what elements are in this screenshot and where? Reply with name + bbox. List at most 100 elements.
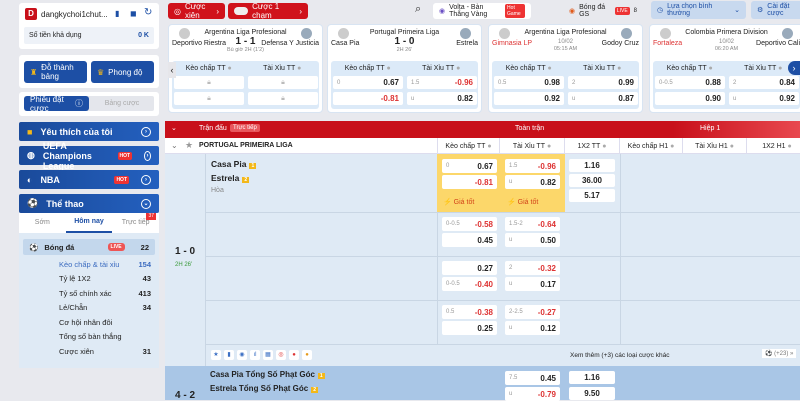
eye-icon[interactable]: ◉ — [237, 350, 247, 360]
odds-cell[interactable]: 0-0.5 0.88 — [655, 76, 725, 89]
one-click-toggle[interactable] — [234, 7, 249, 15]
odds-cell[interactable]: 1.5-2 -0.64 — [505, 217, 560, 231]
market-item[interactable]: Cược xiên 31 — [19, 344, 159, 359]
market-item[interactable]: Kèo chấp & tài xỉu 154 — [19, 257, 159, 272]
fire-icon[interactable]: ● — [289, 350, 299, 360]
star-icon[interactable]: ★ — [211, 350, 221, 360]
best-price-hl[interactable]: ⚡ Giá tốt — [443, 199, 475, 206]
stats-icon[interactable]: ıl — [250, 350, 260, 360]
tab-betslip[interactable]: Phiếu đặt cược ⓘ — [24, 95, 89, 113]
bet-settings-button[interactable]: ⚙ Cài đặt cược — [751, 1, 800, 19]
sidebar-item-nba[interactable]: ◐ NBA HOT › — [19, 170, 159, 189]
odds-cell[interactable]: u 0.50 — [505, 233, 560, 247]
odds-cell[interactable]: u 0.87 — [568, 92, 638, 105]
odds-cell[interactable]: u 0.82 — [505, 175, 560, 189]
sidebar-item-ucl[interactable]: ◍ UEFA Champions League HOT › — [19, 141, 159, 171]
line: u — [509, 325, 513, 331]
odds-cell[interactable]: 0.25 — [442, 321, 497, 335]
form-button[interactable]: ♛ Phong độ — [91, 61, 154, 83]
chat-icon[interactable]: ◼ — [130, 9, 137, 18]
info-icon: ● — [546, 142, 552, 150]
market-item[interactable]: Cơ hội nhân đôi — [19, 315, 159, 330]
odds-cell[interactable]: 2 -0.32 — [505, 261, 560, 275]
tab-live[interactable]: Trực tiếp 37 — [112, 213, 159, 233]
odds-cell[interactable]: 1.5 -0.96 — [407, 76, 477, 89]
odds-cell[interactable]: 2 0.99 — [568, 76, 638, 89]
corner-away[interactable]: Estrela Tổng Số Phạt Góc 2 — [210, 384, 319, 393]
more-bets-link[interactable]: Xem thêm (+3) các loại cược khác — [570, 352, 670, 359]
odds-cell[interactable]: 2-2.5 -0.27 — [505, 305, 560, 319]
odds-cell[interactable]: -0.81 — [333, 92, 403, 105]
match-card[interactable]: Argentina Liga Profesional Deportivo Rie… — [168, 24, 323, 113]
best-price-ou[interactable]: ⚡ Giá tốt — [507, 199, 539, 206]
odds-value[interactable]: -0.79 — [537, 389, 556, 399]
market-item[interactable]: Tổng số bàn thắng — [19, 330, 159, 345]
parlay-button[interactable]: ◎ Cược xiên › — [168, 2, 225, 20]
live-stream-icon[interactable]: ◎ — [276, 350, 286, 360]
tab-today[interactable]: Hôm nay — [65, 213, 113, 233]
odds-draw[interactable]: 5.17 — [569, 189, 615, 202]
odds-cell[interactable]: 0.5 -0.38 — [442, 305, 497, 319]
home-team[interactable]: Casa Pia 1 — [211, 159, 257, 169]
odds-cell[interactable]: u 0.92 — [729, 92, 799, 105]
odds-cell[interactable]: 0.92 — [494, 92, 564, 105]
odds-cell[interactable]: u 0.17 — [505, 277, 560, 291]
odds-home[interactable]: 1.16 — [569, 159, 615, 172]
odds-cell[interactable]: 1.5 -0.96 — [505, 159, 560, 173]
gs-link[interactable]: ◉ Bóng đá GS LIVE 8 — [563, 3, 643, 19]
match-card[interactable]: Colombia Primera Division Fortaleza Depo… — [649, 24, 800, 113]
one-click-button[interactable]: Cược 1 chạm › — [228, 2, 308, 20]
odds-value[interactable]: 0.45 — [540, 373, 556, 383]
market-item[interactable]: Tỷ lệ 1X2 43 — [19, 272, 159, 287]
odds-away[interactable]: 36.00 — [569, 174, 615, 187]
cup-icon[interactable]: ▮ — [224, 350, 234, 360]
corner-home[interactable]: Casa Pia Tổng Số Phạt Góc 1 — [210, 370, 325, 379]
star-icon[interactable]: ★ — [185, 140, 194, 150]
volta-link[interactable]: ◉ Volta - Bàn Thắng Vàng Hot Game — [433, 3, 531, 19]
odds-cell[interactable]: 2 0.84 — [729, 76, 799, 89]
odds-cell[interactable]: 0-0.5 -0.40 — [442, 277, 497, 291]
market-item[interactable]: Tỷ số chính xác 413 — [19, 286, 159, 301]
odds-cell[interactable]: 0.27 — [442, 261, 497, 275]
odds-cell[interactable]: u 0.82 — [407, 92, 477, 105]
odds-cell[interactable]: 0-0.5 -0.58 — [442, 217, 497, 231]
odds-cell[interactable]: 0 0.67 — [442, 159, 497, 173]
cards-prev-button[interactable]: ‹ — [168, 62, 176, 78]
odds-away[interactable]: 9.50 — [569, 387, 615, 400]
cards-next-button[interactable]: › — [788, 61, 800, 75]
book-icon[interactable]: ▮ — [115, 9, 120, 18]
match-card[interactable]: Argentina Liga Profesional Gimnasia LP G… — [488, 24, 643, 113]
odds-cell[interactable]: 0.45 — [442, 233, 497, 247]
live-badge: LIVE — [107, 243, 125, 251]
avatar: D — [25, 8, 37, 20]
odds-cell[interactable]: 0.5 0.98 — [494, 76, 564, 89]
leaderboard-button[interactable]: ♜ Đỗ thành bảng — [24, 61, 87, 83]
odds-cell[interactable]: u 0.12 — [505, 321, 560, 335]
refresh-icon[interactable]: ↻ — [144, 7, 153, 18]
volta-label: Volta - Bàn Thắng Vàng — [449, 4, 488, 18]
chevron-down-icon[interactable]: ⌄ — [171, 141, 178, 150]
league-name: PORTUGAL PRIMEIRA LIGA — [199, 142, 293, 149]
line: 2-2.5 — [509, 309, 523, 315]
odds-cell[interactable]: 0 0.67 — [333, 76, 403, 89]
odds-mode-select[interactable]: ◷ Lựa chọn bình thường ⌄ — [651, 1, 746, 19]
more-markets-button[interactable]: ⚽ (+23) » — [762, 349, 797, 358]
tab-early[interactable]: Sớm — [34, 219, 50, 226]
search-icon[interactable]: ⌕ — [415, 3, 422, 15]
sidebar-item-favorites[interactable]: ■ Yêu thích của tôi › — [19, 122, 159, 141]
sport-football[interactable]: ⚽ Bóng đá LIVE 22 — [23, 239, 155, 255]
chevron-down-icon[interactable]: ⌄ — [171, 125, 177, 132]
odds-home[interactable]: 1.16 — [569, 371, 615, 384]
sidebar-item-sports[interactable]: ⚽ Thể thao ⌄ — [19, 194, 159, 213]
grid-icon[interactable]: ▦ — [263, 350, 273, 360]
card-odds: Kèo chấp TT ● Tài Xỉu TT ● 🔒︎ 🔒︎ 🔒︎ 🔒︎ — [172, 61, 319, 109]
market-item[interactable]: Lẻ/Chẵn 34 — [19, 301, 159, 316]
coin-icon[interactable]: ● — [302, 350, 312, 360]
match-card[interactable]: Portugal Primeira Liga Casa Pia Estrela … — [327, 24, 482, 113]
odds-cell[interactable]: 0.90 — [655, 92, 725, 105]
tab-bet-table[interactable]: Bảng cược — [104, 100, 140, 107]
away-team[interactable]: Estrela 2 — [211, 173, 250, 183]
odds-cell[interactable]: -0.81 — [442, 175, 497, 189]
market-label: Lẻ/Chẵn — [59, 303, 88, 313]
odds-value: 0.17 — [540, 279, 556, 289]
